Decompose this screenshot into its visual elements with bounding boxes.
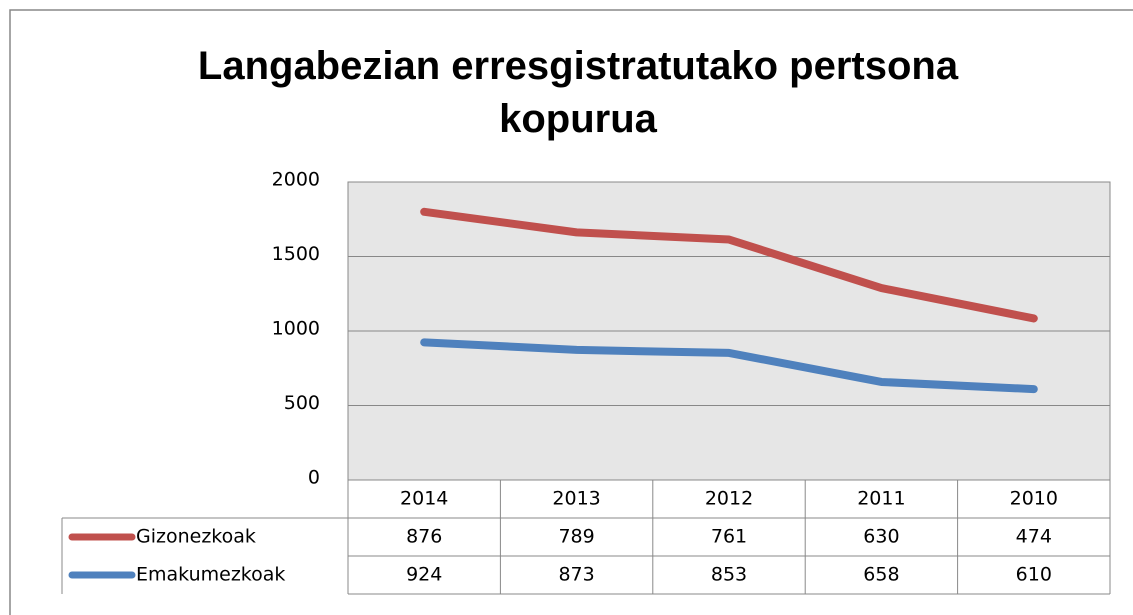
table-value: 873 (558, 564, 594, 586)
x-tick-label: 2013 (552, 488, 600, 510)
table-value: 658 (863, 564, 899, 586)
series-line (420, 338, 1038, 394)
legend-label: Gizonezkoak (136, 526, 256, 548)
x-tick-label: 2011 (857, 488, 905, 510)
y-tick-label: 500 (284, 392, 320, 414)
table-value: 853 (711, 564, 747, 586)
y-tick-label: 1500 (272, 243, 320, 265)
series-line (420, 207, 1038, 323)
y-tick-label: 2000 (272, 169, 320, 191)
legend-label: Emakumezkoak (136, 564, 285, 586)
x-tick-label: 2012 (705, 488, 753, 510)
y-tick-label: 0 (308, 467, 320, 489)
y-tick-label: 1000 (272, 318, 320, 340)
table-value: 876 (406, 526, 442, 548)
table-value: 924 (406, 564, 442, 586)
table-value: 789 (558, 526, 594, 548)
table-value: 474 (1016, 526, 1052, 548)
x-tick-label: 2014 (400, 488, 448, 510)
chart-title: Langabezian erresgistratutako pertsona k… (197, 44, 959, 141)
table-value: 610 (1016, 564, 1052, 586)
table-value: 630 (863, 526, 899, 548)
x-tick-label: 2010 (1010, 488, 1058, 510)
table-value: 761 (711, 526, 747, 548)
